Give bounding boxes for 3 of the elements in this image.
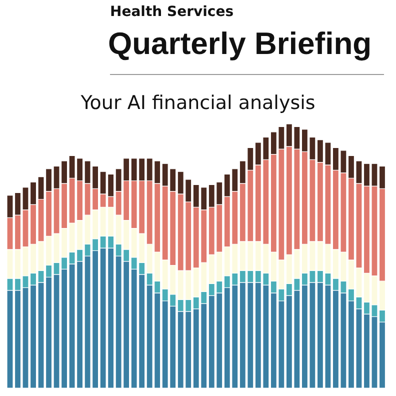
chart-title: Quarterly Briefing (108, 26, 372, 62)
chart-subtitle: Health Services (110, 4, 234, 20)
text: Your AI financial analysis (80, 92, 316, 114)
